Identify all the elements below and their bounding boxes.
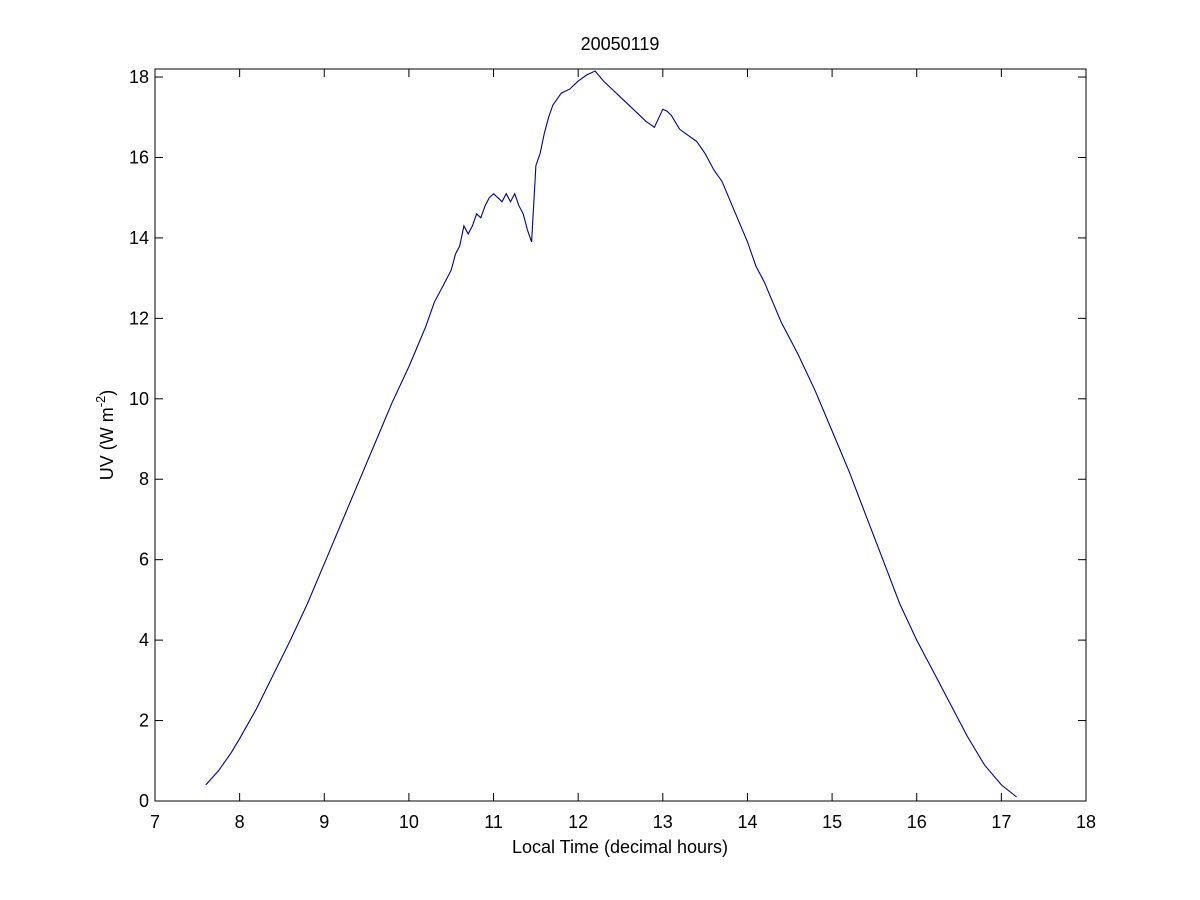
x-tick-label: 16 — [907, 812, 927, 832]
y-tick-label: 8 — [139, 469, 149, 489]
x-tick-label: 13 — [653, 812, 673, 832]
y-axis-ticks: 0 2 4 6 8 10 12 14 16 18 — [129, 67, 1086, 811]
y-axis-label: UV (W m-2) — [93, 390, 117, 481]
y-tick-label: 2 — [139, 711, 149, 731]
x-tick-label: 11 — [484, 812, 503, 832]
x-tick-label: 7 — [150, 812, 160, 832]
plot-area — [154, 68, 1087, 802]
x-axis-ticks: 7 8 9 10 11 12 13 14 15 16 17 18 — [150, 69, 1096, 832]
y-tick-label: 18 — [129, 67, 149, 87]
x-tick-label: 18 — [1076, 812, 1096, 832]
x-tick-label: 9 — [319, 812, 329, 832]
y-axis-label-sup: -2 — [93, 396, 108, 408]
y-tick-label: 16 — [129, 147, 149, 167]
y-axis-label-close: ) — [97, 390, 117, 396]
y-tick-label: 6 — [139, 550, 149, 570]
x-tick-label: 8 — [235, 812, 245, 832]
x-axis-label: Local Time (decimal hours) — [512, 837, 728, 857]
x-tick-label: 12 — [568, 812, 588, 832]
x-tick-label: 14 — [737, 812, 757, 832]
y-axis-label-main: UV (W m — [97, 407, 117, 480]
y-tick-label: 14 — [129, 228, 149, 248]
uv-series-line — [205, 70, 1017, 798]
y-tick-label: 0 — [139, 791, 149, 811]
y-tick-label: 12 — [129, 308, 149, 328]
x-tick-label: 15 — [822, 812, 842, 832]
chart-title: 20050119 — [581, 34, 660, 54]
y-tick-label: 10 — [129, 389, 149, 409]
y-tick-label: 4 — [139, 630, 149, 650]
x-tick-label: 10 — [399, 812, 419, 832]
x-tick-label: 17 — [991, 812, 1011, 832]
